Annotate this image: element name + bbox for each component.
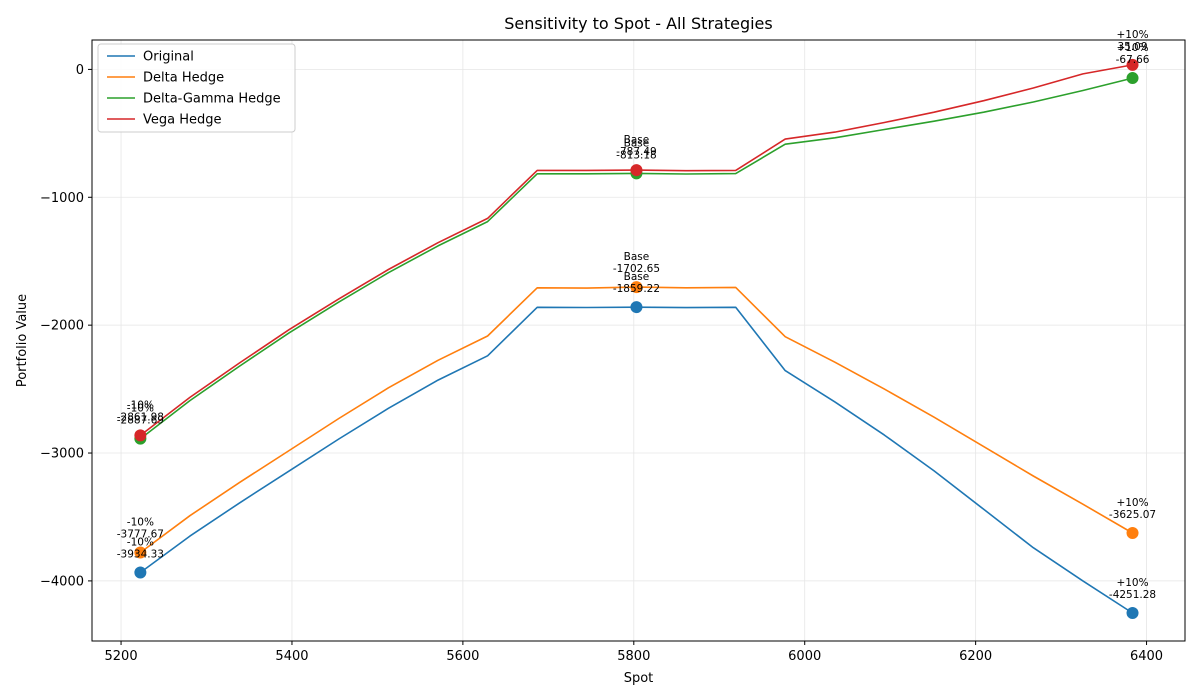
legend-entry: Delta-Gamma Hedge: [143, 92, 281, 107]
annotation-value: -4251.28: [1109, 589, 1156, 601]
marker-point: [1126, 58, 1139, 71]
y-tick-label: −3000: [40, 447, 84, 462]
annotation-label: +10%: [1116, 577, 1148, 589]
annotation-label: Base: [624, 137, 650, 149]
chart-title: Sensitivity to Spot - All Strategies: [504, 14, 772, 33]
marker-point: [630, 301, 643, 314]
y-tick-label: −2000: [40, 319, 84, 334]
x-tick-label: 5800: [617, 649, 650, 664]
annotation-value: -1702.65: [613, 263, 660, 275]
annotation-label: -10%: [127, 403, 154, 415]
marker-point: [1126, 526, 1139, 539]
legend: Original Delta Hedge Delta-Gamma Hedge Vega…: [97, 43, 296, 133]
legend-entry: Vega Hedge: [143, 113, 222, 128]
annotation-label: Base: [624, 271, 650, 283]
annotation-value: 35.09: [1117, 41, 1147, 53]
x-tick-label: 5600: [446, 649, 479, 664]
marker-point: [134, 429, 147, 442]
marker-point: [630, 164, 643, 177]
annotation-label: -10%: [127, 537, 154, 549]
annotation-label: +10%: [1116, 497, 1148, 509]
annotation-value: -2887.69: [117, 415, 164, 427]
annotation-label: +10%: [1116, 29, 1148, 41]
marker-point: [1126, 72, 1139, 85]
annotation-value: -3934.33: [117, 549, 164, 561]
x-tick-label: 5400: [275, 649, 308, 664]
series-line-original: [139, 306, 1133, 614]
marker-point: [134, 566, 147, 579]
series-line-delta-hedge: [139, 286, 1133, 554]
axis-ticks: 5200 5400 5600 5800 6000 6200 6400 −4000 −3000 −2…: [40, 63, 1163, 664]
annotation-value: -2861.98: [117, 411, 164, 423]
annotation-value: -3777.67: [117, 528, 164, 540]
legend-entry: Delta Hedge: [143, 71, 224, 86]
x-tick-label: 6000: [788, 649, 821, 664]
annotation-label: -10%: [127, 516, 154, 528]
annotation-label: +10%: [1116, 42, 1148, 54]
y-tick-label: −1000: [40, 191, 84, 206]
annotation-label: Base: [624, 251, 650, 263]
y-tick-label: 0: [76, 63, 84, 78]
legend-entry: Original: [143, 50, 194, 65]
x-tick-label: 5200: [105, 649, 138, 664]
annotation-value: -3625.07: [1109, 509, 1156, 521]
plot-frame: [91, 39, 1186, 642]
x-tick-label: 6200: [959, 649, 992, 664]
marker-point: [630, 281, 643, 294]
marker-points: [134, 58, 1139, 620]
annotation-label: -10%: [127, 399, 154, 411]
marker-point: [134, 546, 147, 559]
point-annotations: -10%-3934.33Base-1859.22+10%-4251.28-10%…: [117, 29, 1156, 601]
annotation-value: -813.18: [616, 149, 657, 161]
y-tick-label: −4000: [40, 574, 84, 589]
legend-box: [97, 43, 296, 133]
x-axis-label: Spot: [624, 671, 654, 686]
annotation-value: -67.66: [1116, 54, 1150, 66]
marker-point: [1126, 607, 1139, 620]
annotation-value: -787.49: [616, 146, 657, 158]
annotation-value: -1859.22: [613, 283, 660, 295]
y-axis-label: Portfolio Value: [15, 294, 30, 387]
x-tick-label: 6400: [1130, 649, 1163, 664]
annotation-label: Base: [624, 134, 650, 146]
